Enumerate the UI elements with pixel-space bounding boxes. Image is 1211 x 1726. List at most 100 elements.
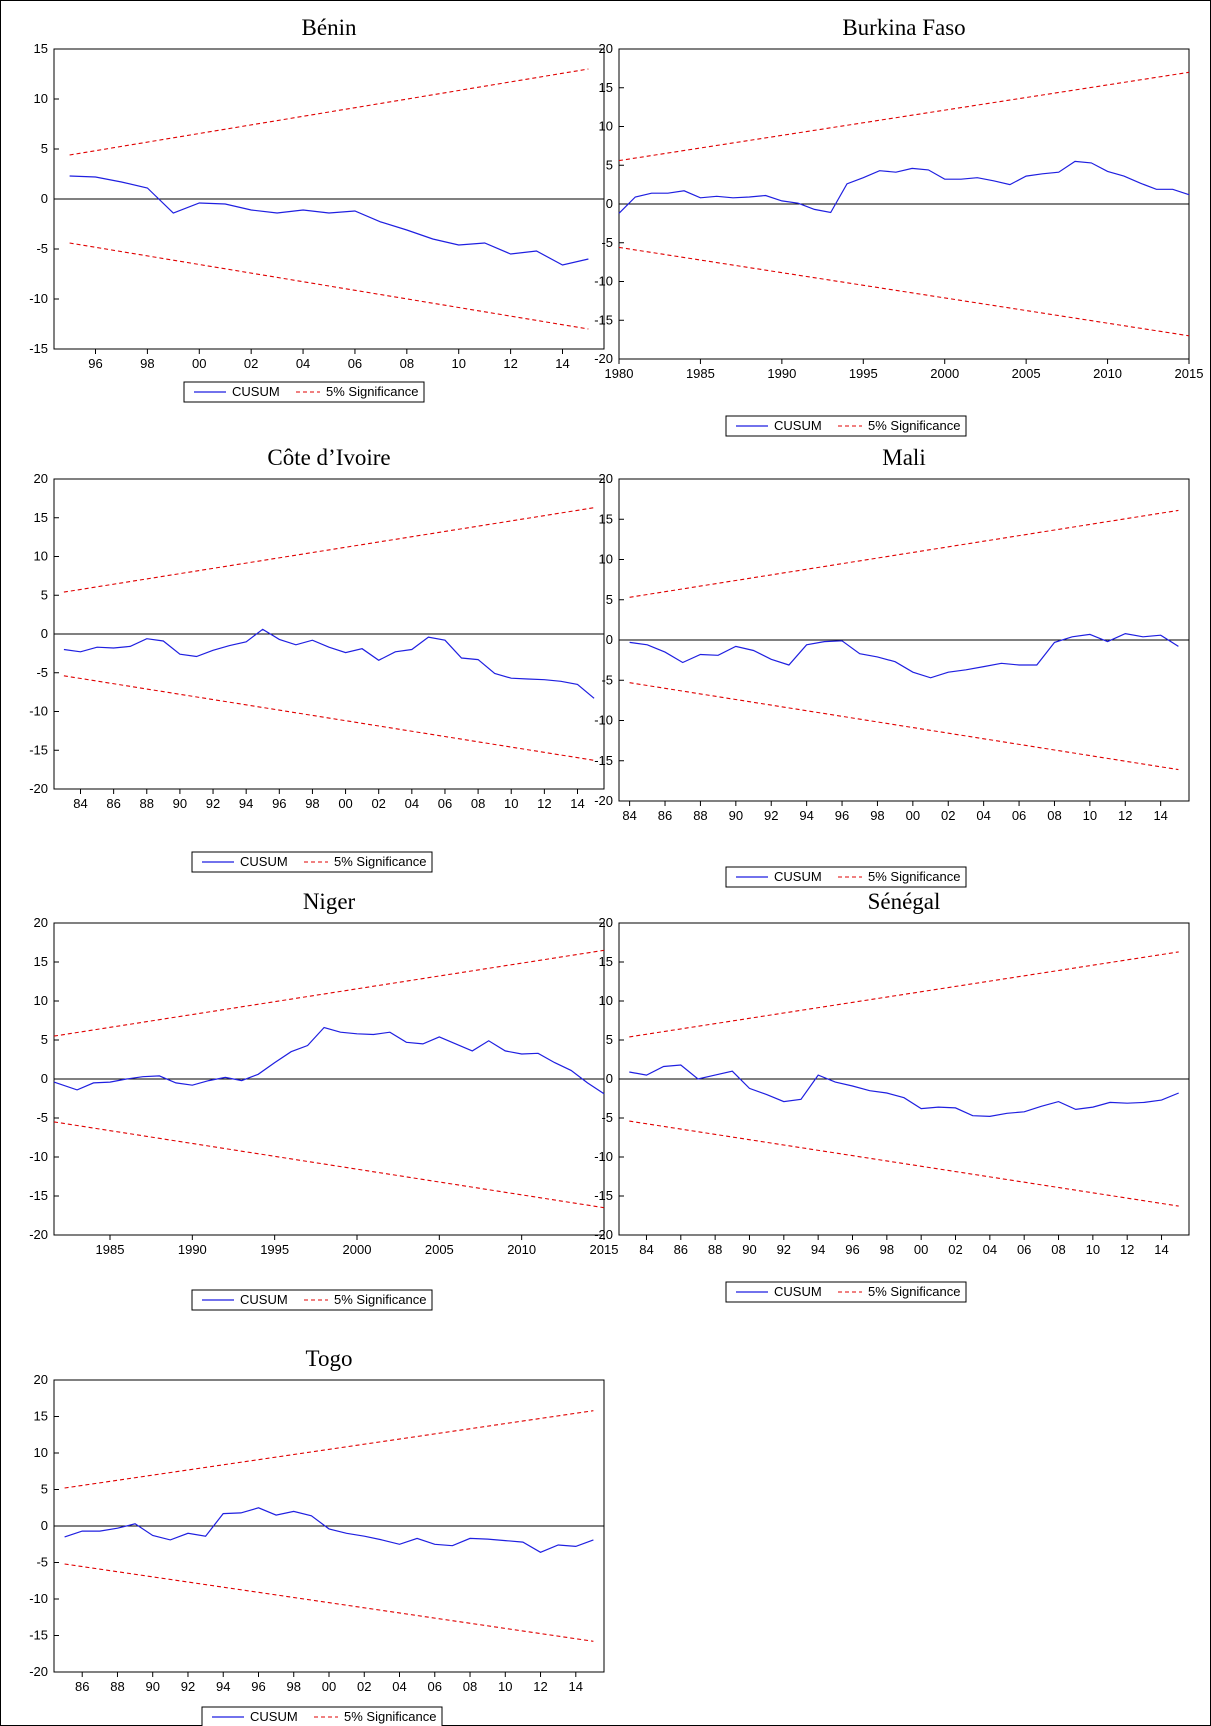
chart-title: Mali — [882, 445, 925, 470]
x-tick-label: 12 — [503, 356, 517, 371]
legend-label-cusum: CUSUM — [240, 854, 288, 869]
x-tick-label: 10 — [451, 356, 465, 371]
chart-svg: Bénin -15 -10 -5 0 5 10 15 96 98 00 02 04 06 08 10 12 14 C… — [29, 15, 605, 403]
y-tick-label: -10 — [594, 1149, 613, 1164]
x-tick-label: 1995 — [849, 366, 878, 381]
x-tick-label: 1990 — [178, 1242, 207, 1257]
upper-significance-line — [69, 68, 589, 156]
y-tick-label: -15 — [594, 312, 613, 327]
y-tick-label: 15 — [34, 41, 48, 56]
x-tick-label: 2015 — [1175, 366, 1204, 381]
x-tick-label: 00 — [192, 356, 206, 371]
chart-3: Mali -20 -15 -10 -5 0 5 10 15 20 84 86 88 90 92 94 96 98 0… — [594, 437, 1209, 889]
x-tick-label: 12 — [1120, 1242, 1134, 1257]
y-tick-label: -10 — [594, 274, 613, 289]
y-tick-label: 10 — [599, 119, 613, 134]
chart-svg: Sénégal -20 -15 -10 -5 0 5 10 15 20 84 86 88 90 92 94 96… — [594, 889, 1190, 1303]
x-tick-label: 92 — [206, 796, 220, 811]
x-tick-label: 04 — [983, 1242, 997, 1257]
x-tick-label: 86 — [658, 808, 672, 823]
y-tick-label: 20 — [34, 471, 48, 486]
y-tick-label: -5 — [36, 241, 48, 256]
chart-svg: Burkina Faso -20 -15 -10 -5 0 5 10 15 20 1980 1985 1… — [594, 15, 1204, 437]
lower-significance-line — [63, 675, 595, 761]
y-tick-label: -10 — [29, 704, 48, 719]
x-tick-label: 06 — [438, 796, 452, 811]
legend-label-significance: 5% Significance — [868, 418, 961, 433]
y-tick-label: -5 — [36, 1555, 48, 1570]
y-tick-label: 20 — [599, 41, 613, 56]
y-tick-label: -10 — [594, 713, 613, 728]
y-tick-label: -15 — [29, 1188, 48, 1203]
y-tick-label: 15 — [34, 510, 48, 525]
x-tick-label: 98 — [305, 796, 319, 811]
x-tick-label: 96 — [88, 356, 102, 371]
cusum-line — [629, 1064, 1179, 1118]
x-tick-label: 88 — [110, 1679, 124, 1694]
x-tick-label: 88 — [693, 808, 707, 823]
chart-2: Côte d’Ivoire -20 -15 -10 -5 0 5 10 15 20 84 86 88 90… — [9, 437, 609, 873]
x-tick-label: 02 — [371, 796, 385, 811]
chart-svg: Niger -20 -15 -10 -5 0 5 10 15 20 1985 1990 1995 2000… — [29, 889, 618, 1311]
legend-label-cusum: CUSUM — [774, 1284, 822, 1299]
y-tick-label: 0 — [41, 626, 48, 641]
x-tick-label: 00 — [338, 796, 352, 811]
y-tick-label: 5 — [41, 1032, 48, 1047]
x-tick-label: 96 — [835, 808, 849, 823]
x-tick-label: 1985 — [96, 1242, 125, 1257]
legend-label-cusum: CUSUM — [774, 418, 822, 433]
x-tick-label: 96 — [251, 1679, 265, 1694]
x-tick-label: 84 — [622, 808, 636, 823]
legend-label-significance: 5% Significance — [868, 1284, 961, 1299]
y-tick-label: 10 — [599, 993, 613, 1008]
x-tick-label: 04 — [405, 796, 419, 811]
x-tick-label: 92 — [764, 808, 778, 823]
x-tick-label: 94 — [216, 1679, 230, 1694]
x-tick-label: 10 — [1083, 808, 1097, 823]
x-tick-label: 08 — [471, 796, 485, 811]
legend-label-significance: 5% Significance — [868, 869, 961, 884]
legend: CUSUM 5% Significance — [201, 1706, 443, 1726]
chart-5: Sénégal -20 -15 -10 -5 0 5 10 15 20 84 86 88 90 92 94 96… — [594, 881, 1209, 1333]
y-tick-label: 20 — [34, 915, 48, 930]
x-tick-label: 14 — [555, 356, 569, 371]
x-tick-label: 14 — [1154, 1242, 1168, 1257]
x-tick-label: 02 — [941, 808, 955, 823]
cusum-line — [64, 1507, 594, 1553]
y-tick-label: -15 — [29, 1628, 48, 1643]
y-tick-label: -10 — [29, 1149, 48, 1164]
legend-label-significance: 5% Significance — [334, 1292, 427, 1307]
lower-significance-line — [629, 1120, 1179, 1207]
y-tick-label: -15 — [594, 1188, 613, 1203]
legend: CUSUM 5% Significance — [725, 415, 967, 437]
x-tick-label: 92 — [181, 1679, 195, 1694]
legend: CUSUM 5% Significance — [725, 866, 967, 888]
x-tick-label: 90 — [145, 1679, 159, 1694]
chart-1: Burkina Faso -20 -15 -10 -5 0 5 10 15 20 1980 1985 1… — [594, 9, 1209, 439]
legend-label-cusum: CUSUM — [250, 1709, 298, 1724]
y-tick-label: 5 — [606, 1032, 613, 1047]
x-tick-label: 12 — [533, 1679, 547, 1694]
chart-svg: Côte d’Ivoire -20 -15 -10 -5 0 5 10 15 20 84 86 88 90… — [29, 445, 605, 873]
y-tick-label: -20 — [594, 1227, 613, 1242]
y-tick-label: 10 — [34, 993, 48, 1008]
x-tick-label: 94 — [239, 796, 253, 811]
y-tick-label: 0 — [41, 191, 48, 206]
x-tick-label: 88 — [708, 1242, 722, 1257]
legend-label-significance: 5% Significance — [344, 1709, 437, 1724]
upper-significance-line — [63, 507, 595, 593]
x-tick-label: 06 — [428, 1679, 442, 1694]
x-tick-label: 02 — [948, 1242, 962, 1257]
y-tick-label: 0 — [606, 1071, 613, 1086]
y-tick-label: -20 — [29, 781, 48, 796]
x-tick-label: 2000 — [343, 1242, 372, 1257]
chart-title: Burkina Faso — [842, 15, 965, 40]
chart-title: Bénin — [302, 15, 357, 40]
x-tick-label: 06 — [1017, 1242, 1031, 1257]
chart-title: Niger — [303, 889, 356, 914]
upper-significance-line — [618, 71, 1190, 162]
x-tick-label: 98 — [880, 1242, 894, 1257]
y-tick-label: -10 — [29, 1591, 48, 1606]
lower-significance-line — [629, 682, 1179, 771]
y-tick-label: -5 — [601, 672, 613, 687]
